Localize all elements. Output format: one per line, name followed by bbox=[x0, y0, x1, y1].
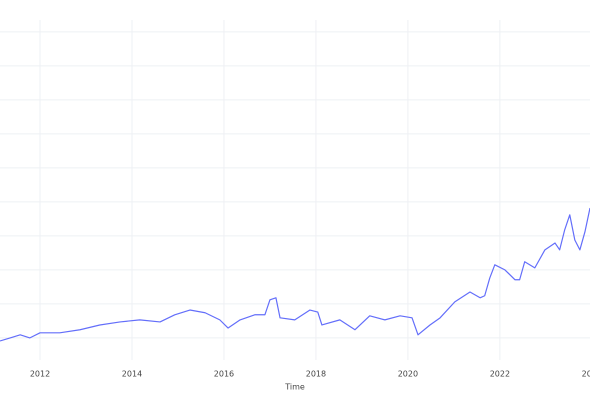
line bbox=[0, 207, 590, 342]
x-tick-label: 2024 bbox=[582, 370, 590, 379]
x-tick-label: 2022 bbox=[490, 370, 510, 379]
x-tick-label: 2014 bbox=[122, 370, 142, 379]
x-tick-label: 2020 bbox=[398, 370, 418, 379]
x-tick-label: 2018 bbox=[306, 370, 326, 379]
x-tick-label: 2016 bbox=[214, 370, 234, 379]
x-axis-title: Time bbox=[284, 383, 305, 392]
x-tick-label: 2012 bbox=[30, 370, 50, 379]
